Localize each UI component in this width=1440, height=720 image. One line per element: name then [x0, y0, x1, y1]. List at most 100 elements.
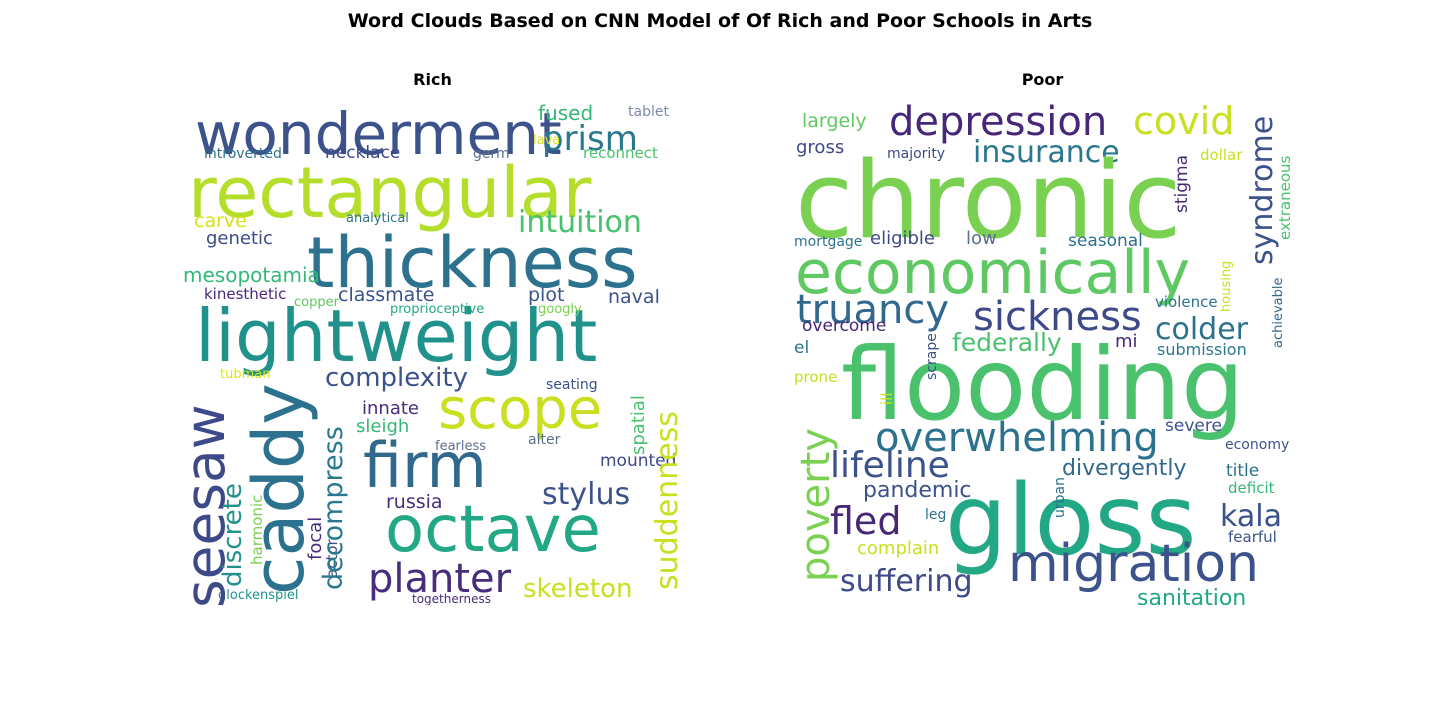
cloud-word: planter [368, 556, 512, 602]
cloud-word: gloss [945, 464, 1197, 578]
cloud-word: leg [925, 507, 947, 523]
cloud-word: proprioceptive [390, 302, 485, 317]
cloud-word: achievable [1271, 277, 1286, 348]
cloud-word: sanitation [1137, 586, 1247, 606]
cloud-word: russia [386, 491, 443, 513]
cloud-word: economically [795, 238, 1191, 308]
cloud-word: tubman [220, 367, 271, 382]
cloud-word: reconnect [583, 144, 658, 162]
cloud-word: togetherness [412, 592, 491, 605]
cloud-word: depression [889, 100, 1108, 145]
cloud-word: submission [1157, 340, 1247, 359]
cloud-word: octave [385, 493, 601, 567]
cloud-word: discrete [218, 483, 248, 587]
cloud-word: spatial [628, 395, 649, 455]
cloud-word: fled [830, 499, 902, 543]
cloud-word: violence [1155, 293, 1218, 311]
cloud-word: mortgage [794, 234, 863, 250]
cloud-word: carve [194, 210, 247, 232]
cloud-word: pandemic [863, 478, 972, 503]
poor-word-cloud: largely depression covid gross majority insur… [790, 100, 1295, 605]
figure-title: Word Clouds Based on CNN Model of Of Ric… [347, 10, 1093, 32]
cloud-word: skeleton [523, 574, 633, 604]
cloud-word: lifeline [830, 445, 950, 486]
cloud-word: urban [1052, 477, 1068, 518]
cloud-word: fearful [1228, 528, 1277, 546]
cloud-word: lava [533, 133, 561, 148]
cloud-word: stylus [542, 477, 631, 512]
cloud-word: fearless [435, 439, 487, 454]
cloud-word: mounted [600, 451, 677, 471]
cloud-word: classmate [338, 284, 435, 306]
cloud-word: complain [857, 538, 940, 559]
cloud-word: colder [1155, 312, 1249, 347]
cloud-word: overcome [802, 316, 887, 336]
cloud-word: overwhelming [875, 415, 1159, 461]
cloud-word: migration [1008, 534, 1259, 594]
cloud-word: dollar [1200, 146, 1243, 164]
cloud-word: scrape [924, 333, 940, 380]
cloud-word: deficit [1228, 479, 1275, 497]
cloud-word: googly [538, 302, 582, 317]
cloud-word: innate [362, 398, 419, 419]
cloud-word: low [966, 228, 997, 249]
cloud-word: extraneous [1276, 155, 1294, 240]
cloud-word: truancy [796, 287, 950, 333]
cloud-word: germ [473, 146, 510, 162]
cloud-word: majority [887, 146, 946, 162]
cloud-word: necklace [325, 143, 401, 163]
cloud-word: firm [363, 429, 487, 502]
cloud-word: divergently [1062, 456, 1187, 481]
cloud-word: alter [528, 432, 561, 448]
cloud-word: federally [952, 328, 1062, 357]
cloud-word: poverty [793, 428, 839, 582]
cloud-word: largely [802, 110, 867, 132]
cloud-word: copper [294, 295, 339, 310]
cloud-word: sickness [973, 294, 1142, 340]
cloud-word: insurance [973, 135, 1120, 170]
cloud-word: tablet [628, 104, 669, 120]
cloud-word: title [1226, 461, 1260, 481]
cloud-word: suddenness [650, 411, 685, 590]
cloud-word: seasonal [1068, 231, 1143, 251]
cloud-word: severe [1165, 416, 1222, 436]
cloud-word: glockenspiel [218, 588, 299, 603]
cloud-word: rectangular [188, 152, 592, 234]
cloud-word: ill [878, 392, 896, 405]
cloud-word: sleigh [356, 416, 410, 437]
cloud-word: gross [796, 137, 845, 158]
cloud-word: fused [538, 101, 594, 125]
rich-word-cloud: wonderment rectangular thickness lightweigh… [180, 100, 685, 605]
poor-panel-title: Poor [1021, 70, 1064, 89]
cloud-word: complexity [325, 363, 468, 393]
cloud-word: mi [1115, 331, 1138, 352]
cloud-word: harmonic [248, 494, 266, 565]
cloud-word: prone [794, 368, 838, 386]
cloud-word: analytical [346, 211, 409, 226]
cloud-word: eligible [870, 228, 936, 249]
cloud-word: intuition [518, 205, 642, 240]
cloud-word: economy [1225, 437, 1290, 453]
cloud-word: introverted [204, 146, 282, 162]
cloud-word: plot [528, 284, 565, 306]
cloud-word: scope [438, 377, 603, 442]
cloud-word: genetic [206, 228, 273, 249]
cloud-word: wonderment [195, 100, 562, 168]
rich-panel-title: Rich [413, 70, 452, 89]
cloud-word: stigma [1172, 154, 1192, 213]
cloud-word: flooding [841, 326, 1245, 443]
cloud-word: housing [1219, 260, 1234, 312]
cloud-word: chronic [795, 139, 1182, 262]
cloud-word: suffering [840, 564, 973, 599]
cloud-word: thickness [307, 222, 638, 304]
cloud-word: prism [542, 119, 638, 159]
cloud-word: el [794, 338, 810, 358]
cloud-word: kala [1220, 499, 1282, 534]
cloud-word: covid [1133, 100, 1235, 143]
cloud-word: seating [546, 377, 598, 393]
cloud-word: mesopotamia [183, 263, 320, 287]
cloud-word: syndrome [1245, 115, 1280, 265]
cloud-word: lightweight [195, 294, 598, 378]
cloud-word: decompress [318, 426, 349, 590]
cloud-word: naval [608, 286, 660, 308]
